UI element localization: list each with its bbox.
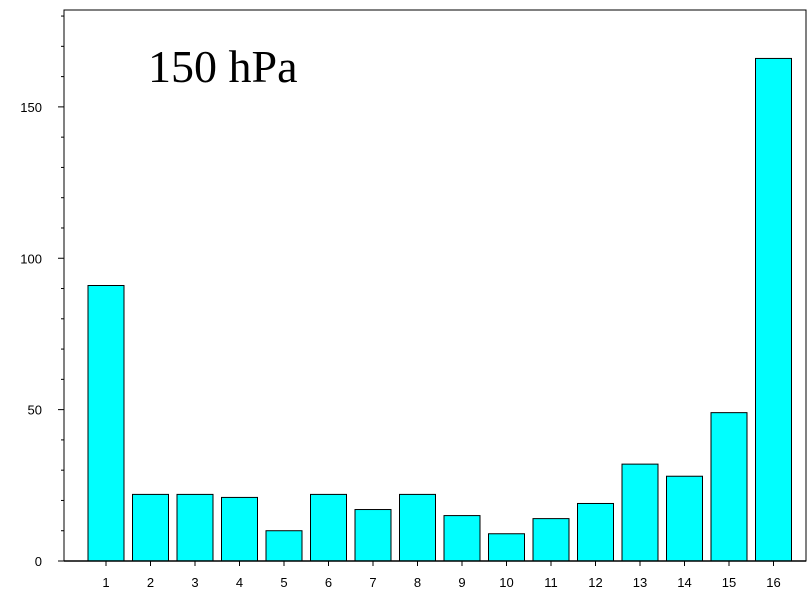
x-tick-label: 12 — [588, 575, 602, 590]
x-tick-label: 5 — [280, 575, 287, 590]
bar-7 — [354, 509, 392, 562]
plot-frame — [63, 9, 807, 562]
bar-16 — [755, 57, 792, 562]
x-tick-label: 9 — [458, 575, 465, 590]
x-tick-label: 13 — [633, 575, 647, 590]
bar-8 — [399, 493, 436, 562]
x-tick-label: 15 — [722, 575, 736, 590]
x-axis: 1 2 3 4 5 6 7 8 9 10 11 12 13 14 15 16 — [102, 561, 781, 590]
x-tick-label: 10 — [499, 575, 513, 590]
bar-15 — [710, 412, 748, 562]
bar-2 — [132, 493, 169, 562]
x-tick-label: 14 — [677, 575, 691, 590]
bar-1 — [87, 285, 125, 562]
bar-5 — [265, 530, 303, 562]
x-tick-label: 2 — [147, 575, 154, 590]
bar-3 — [176, 493, 214, 562]
bar-12 — [577, 502, 614, 562]
bar-14 — [666, 475, 703, 562]
x-tick-label: 7 — [369, 575, 376, 590]
x-tick-label: 3 — [191, 575, 198, 590]
chart-title: 150 hPa — [148, 41, 298, 92]
x-tick-label: 8 — [414, 575, 421, 590]
y-tick-label: 150 — [20, 100, 42, 115]
bar-13 — [621, 463, 659, 562]
x-tick-label: 11 — [544, 575, 558, 590]
y-minor-ticks — [61, 15, 64, 532]
bar-4 — [221, 496, 258, 562]
x-tick-label: 1 — [102, 575, 109, 590]
x-tick-label: 16 — [766, 575, 780, 590]
bars — [87, 57, 792, 562]
bar-10 — [488, 533, 525, 562]
x-tick-label: 6 — [325, 575, 332, 590]
bar-6 — [310, 493, 347, 562]
y-tick-label: 50 — [28, 403, 42, 418]
y-tick-label: 0 — [35, 554, 42, 569]
y-axis: 0 50 100 150 — [20, 100, 64, 569]
bar-11 — [532, 518, 570, 562]
bar-9 — [443, 515, 481, 562]
y-tick-label: 100 — [20, 251, 42, 266]
x-tick-label: 4 — [236, 575, 243, 590]
